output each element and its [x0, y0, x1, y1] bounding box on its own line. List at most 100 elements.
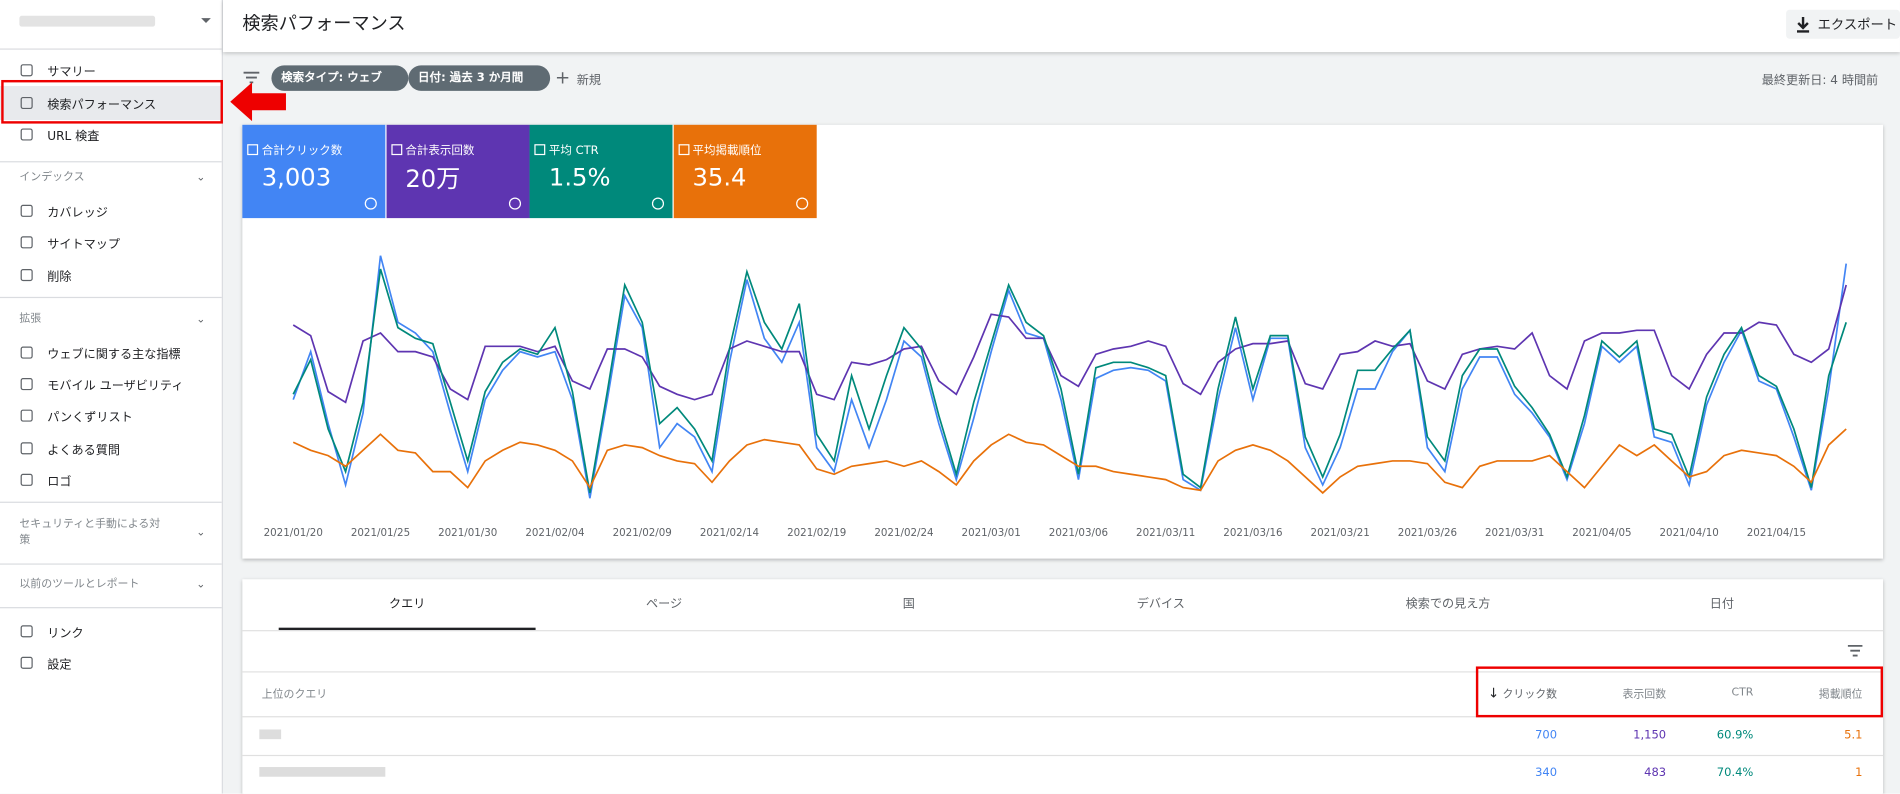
divider	[0, 563, 222, 565]
annotation-arrow	[230, 82, 286, 122]
x-tick-label: 2021/03/11	[1136, 527, 1195, 539]
tile-label: 平均掲載順位	[692, 144, 762, 158]
tile-value: 1.5%	[548, 162, 611, 192]
tab[interactable]: クエリ	[388, 597, 426, 612]
chart: 2021/01/20 2021/01/25 2021/01/30 2021/02/04…	[264, 255, 1848, 539]
table-cell: 60.9%	[1716, 728, 1754, 743]
nav-icon	[20, 269, 33, 282]
filter-chip[interactable]: 日付: 過去 3 か月間	[408, 65, 550, 91]
section-title[interactable]: 拡張	[19, 313, 42, 326]
sort-arrow: ↓	[1488, 685, 1500, 701]
nav-icon	[20, 96, 33, 110]
chevron	[201, 18, 211, 28]
checkbox	[390, 144, 402, 156]
divider	[0, 607, 222, 609]
column-header[interactable]: CTR	[1731, 687, 1754, 700]
nav-icon	[20, 473, 33, 486]
x-tick-label: 2021/03/26	[1398, 527, 1457, 539]
nav-icon	[20, 656, 33, 669]
sidebar: サマリー検索パフォーマンス URL 検査インデックス ⌄ カバレッジサイトマップ 削除拡…	[0, 0, 223, 794]
divider	[242, 671, 1884, 673]
checkbox	[677, 144, 689, 156]
metric-tile[interactable]: 平均掲載順位 35.4	[673, 124, 817, 219]
nav-item[interactable]: モバイル ユーザビリティ	[47, 379, 184, 394]
tile-value: 20万	[405, 164, 461, 194]
nav-icon	[20, 442, 33, 455]
metric-tile[interactable]: 合計クリック数 3,003	[242, 124, 386, 219]
series-line	[292, 428, 1847, 495]
tab[interactable]: ページ	[645, 597, 683, 612]
nav-icon	[20, 625, 33, 638]
plus-icon: +	[554, 66, 571, 89]
table-cell: 1	[1855, 766, 1863, 780]
chevron: ⌄	[196, 527, 206, 540]
divider	[242, 716, 1884, 718]
nav-icon	[20, 236, 33, 249]
x-tick-label: 2021/04/15	[1747, 527, 1806, 539]
x-tick-label: 2021/04/05	[1572, 527, 1631, 539]
table-filter-icon[interactable]	[1847, 643, 1864, 658]
series-line	[292, 255, 1848, 499]
table-cell: 70.4%	[1716, 766, 1754, 780]
help-icon	[508, 197, 521, 210]
column-header[interactable]: クリック数	[1502, 688, 1558, 701]
nav-item[interactable]: 設定	[47, 658, 72, 672]
divider	[0, 501, 222, 503]
property-selector[interactable]	[19, 15, 156, 27]
nav-item[interactable]: ウェブに関する主な指標	[47, 348, 181, 362]
nav-item[interactable]: サマリー	[47, 66, 96, 80]
x-tick-label: 2021/03/21	[1311, 527, 1370, 539]
tab[interactable]: デバイス	[1136, 597, 1185, 612]
section-title[interactable]: 以前のツールとレポート	[19, 578, 140, 591]
page-title: 検索パフォーマンス	[242, 12, 406, 35]
top-bar: 検索パフォーマンス エクスポート	[222, 0, 1900, 53]
nav-item[interactable]: カバレッジ	[47, 206, 108, 220]
table-cell: 340	[1535, 766, 1558, 780]
chevron: ⌄	[196, 313, 206, 326]
nav-item[interactable]: ロゴ	[47, 475, 72, 489]
divider	[0, 296, 222, 299]
column-header[interactable]: 表示回数	[1622, 688, 1667, 701]
chip-label: 検索タイプ: ウェブ	[281, 71, 382, 85]
chevron: ⌄	[196, 579, 206, 592]
x-tick-label: 2021/03/31	[1485, 527, 1544, 539]
column-header: 上位のクエリ	[261, 688, 328, 701]
nav-item[interactable]: 削除	[47, 270, 72, 285]
x-tick-label: 2021/02/04	[525, 527, 584, 539]
column-header[interactable]: 掲載順位	[1818, 688, 1863, 701]
nav-item[interactable]: パンくずリスト	[47, 411, 133, 425]
divider	[242, 630, 1884, 632]
nav-item[interactable]: よくある質問	[47, 444, 120, 458]
table-cell: 483	[1644, 766, 1667, 780]
tile-value: 3,003	[261, 162, 332, 192]
tab[interactable]: 国	[902, 597, 915, 612]
filter-icon[interactable]	[242, 70, 261, 85]
nav-item[interactable]: URL 検査	[47, 130, 100, 144]
series-line	[292, 284, 1848, 404]
blurred-query	[259, 729, 282, 740]
new-filter[interactable]: 新規	[576, 74, 602, 88]
nav-item[interactable]: リンク	[47, 627, 84, 641]
nav-item[interactable]: 検索パフォーマンス	[47, 98, 157, 113]
table-cell: 5.1	[1844, 728, 1863, 743]
metric-tile[interactable]: 平均 CTR 1.5%	[529, 124, 673, 219]
download-icon	[1796, 16, 1810, 33]
nav-item[interactable]: サイトマップ	[47, 238, 120, 252]
section-title[interactable]: セキュリティと手動による対策	[19, 518, 161, 547]
checkbox	[247, 144, 259, 156]
filter-chip[interactable]: 検索タイプ: ウェブ	[271, 65, 409, 91]
divider	[0, 161, 222, 163]
last-updated: 最終更新日: 4 時間前	[1761, 74, 1879, 88]
export-button[interactable]: エクスポート	[1786, 9, 1900, 39]
section-title[interactable]: インデックス	[19, 171, 85, 184]
chart-card: 2021/01/20 2021/01/25 2021/01/30 2021/02/04…	[242, 124, 1884, 559]
chevron: ⌄	[196, 172, 206, 185]
help-icon	[651, 197, 665, 210]
tab[interactable]: 日付	[1709, 597, 1734, 612]
annotation-box	[1475, 666, 1884, 718]
tab[interactable]: 検索での見え方	[1405, 597, 1491, 612]
metric-tile[interactable]: 合計表示回数 20万	[385, 124, 529, 219]
table-cell: 700	[1535, 728, 1558, 743]
x-tick-label: 2021/01/25	[351, 527, 410, 539]
nav-icon	[20, 128, 33, 141]
